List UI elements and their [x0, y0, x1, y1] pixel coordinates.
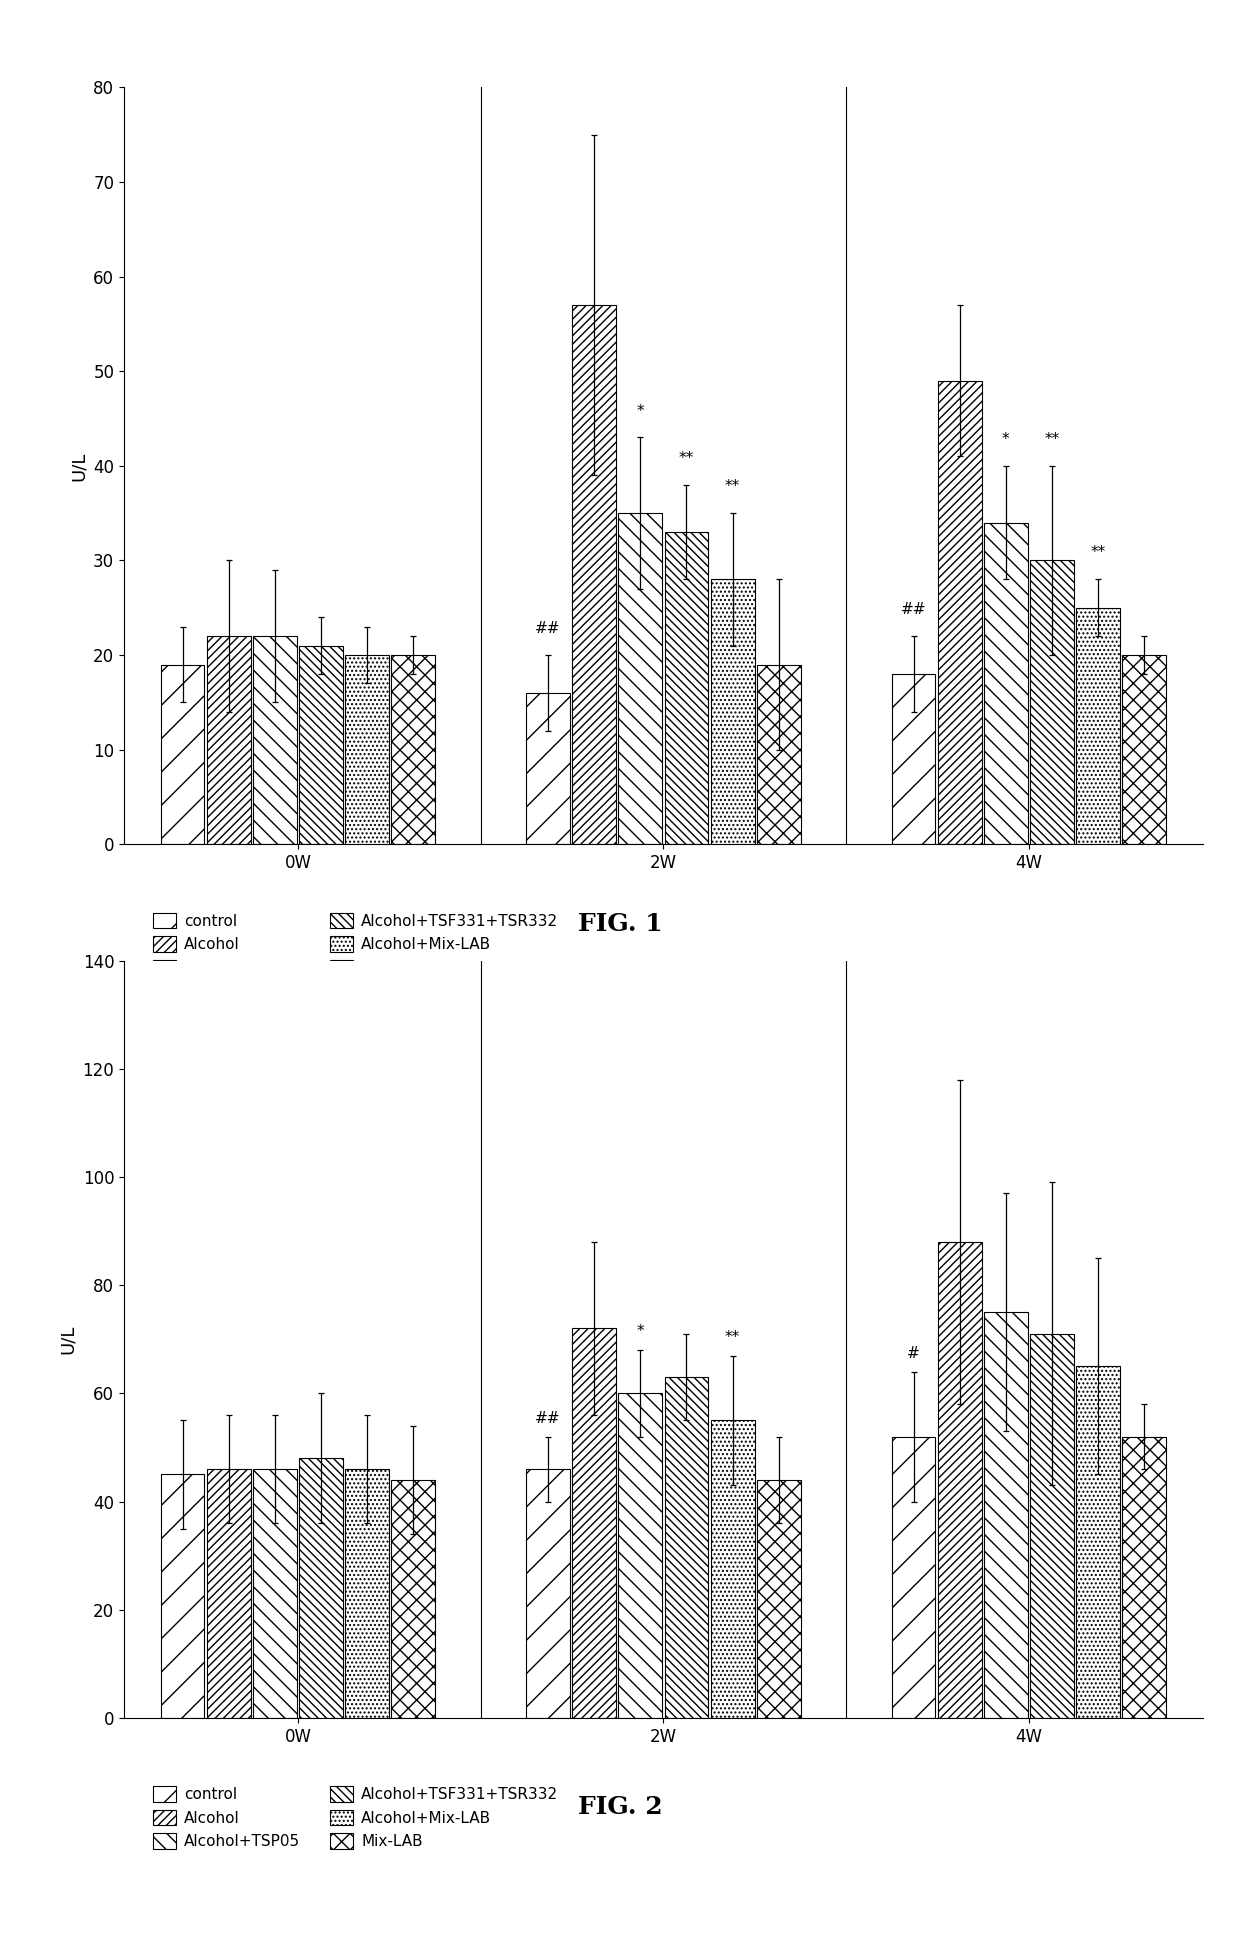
Bar	[573, 1328, 616, 1718]
Text: ##: ##	[900, 602, 926, 617]
Y-axis label: U/L: U/L	[69, 450, 88, 481]
Bar	[392, 656, 435, 844]
Text: **: **	[725, 1330, 740, 1345]
Bar	[1030, 1333, 1074, 1718]
Bar	[526, 1469, 570, 1718]
Legend: control, Alcohol, Alcohol+TSP05, Alcohol+TSF331+TSR332, Alcohol+Mix-LAB, Mix-LAB: control, Alcohol, Alcohol+TSP05, Alcohol…	[154, 912, 558, 976]
Bar	[1076, 608, 1120, 844]
Text: *: *	[1002, 433, 1009, 446]
Text: *: *	[636, 404, 644, 419]
Bar	[892, 674, 935, 844]
Bar	[619, 1394, 662, 1718]
Bar	[937, 380, 982, 844]
Bar	[299, 1458, 343, 1718]
Text: *: *	[636, 1324, 644, 1339]
Text: FIG. 1: FIG. 1	[578, 912, 662, 936]
Bar	[161, 664, 205, 844]
Text: ##: ##	[536, 1411, 560, 1427]
Bar	[573, 305, 616, 844]
Bar	[345, 656, 389, 844]
Bar	[983, 522, 1028, 844]
Bar	[207, 637, 250, 844]
Bar	[1122, 656, 1166, 844]
Legend: control, Alcohol, Alcohol+TSP05, Alcohol+TSF331+TSR332, Alcohol+Mix-LAB, Mix-LAB: control, Alcohol, Alcohol+TSP05, Alcohol…	[154, 1786, 558, 1850]
Text: **: **	[725, 479, 740, 495]
Bar	[937, 1242, 982, 1718]
Bar	[526, 693, 570, 844]
Y-axis label: U/L: U/L	[60, 1324, 77, 1355]
Bar	[892, 1436, 935, 1718]
Bar	[345, 1469, 389, 1718]
Bar	[392, 1479, 435, 1718]
Bar	[161, 1475, 205, 1718]
Bar	[711, 578, 754, 844]
Bar	[756, 664, 801, 844]
Bar	[665, 532, 708, 844]
Bar	[619, 512, 662, 844]
Bar	[207, 1469, 250, 1718]
Bar	[756, 1479, 801, 1718]
Text: FIG. 2: FIG. 2	[578, 1795, 662, 1819]
Bar	[711, 1421, 754, 1718]
Text: **: **	[678, 450, 694, 466]
Bar	[299, 646, 343, 844]
Bar	[665, 1378, 708, 1718]
Bar	[1122, 1436, 1166, 1718]
Bar	[1030, 561, 1074, 844]
Text: **: **	[1090, 545, 1106, 561]
Text: **: **	[1044, 433, 1060, 446]
Bar	[253, 637, 296, 844]
Bar	[983, 1312, 1028, 1718]
Bar	[1076, 1366, 1120, 1718]
Text: ##: ##	[536, 621, 560, 637]
Bar	[253, 1469, 296, 1718]
Text: #: #	[908, 1345, 920, 1361]
